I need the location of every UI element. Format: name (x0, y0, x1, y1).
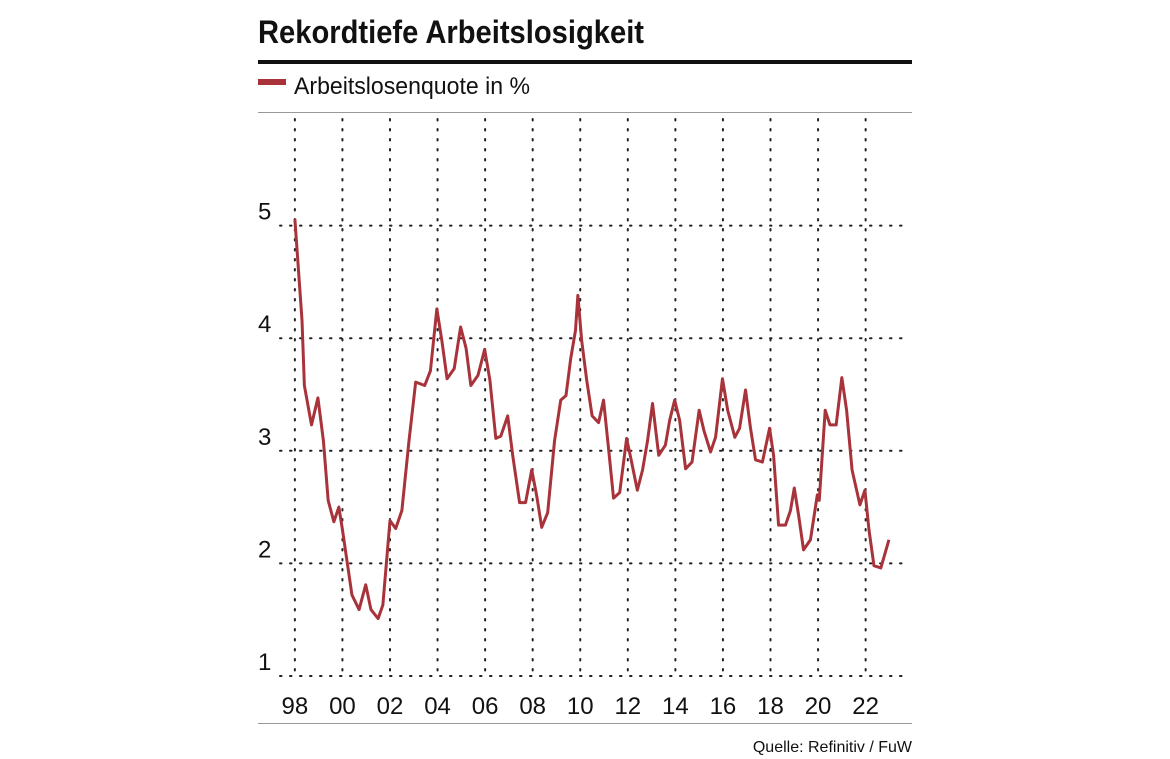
x-tick-label: 22 (852, 693, 879, 720)
x-tick-label: 10 (567, 693, 594, 720)
x-tick-label: 02 (377, 693, 404, 720)
x-tick-label: 14 (662, 693, 689, 720)
x-tick-label: 00 (329, 693, 356, 720)
chart-title: Rekordtiefe Arbeitslosigkeit (258, 14, 644, 50)
x-tick-label: 16 (710, 693, 737, 720)
legend-swatch (258, 79, 286, 85)
title-rule (258, 60, 912, 64)
legend-label: Arbeitslosenquote in % (294, 73, 530, 100)
x-tick-label: 20 (805, 693, 832, 720)
y-tick-label: 3 (258, 424, 271, 451)
x-tick-label: 18 (757, 693, 784, 720)
x-tick-label: 04 (424, 693, 451, 720)
y-tick-label: 4 (258, 311, 271, 338)
x-tick-label: 06 (472, 693, 499, 720)
x-tick-label: 98 (282, 693, 309, 720)
y-tick-label: 5 (258, 199, 271, 226)
data-line (293, 218, 891, 621)
y-tick-label: 2 (258, 536, 271, 563)
source: Quelle: Refinitiv / FuW (753, 739, 913, 756)
x-tick-label: 12 (614, 693, 641, 720)
x-tick-label: 08 (519, 693, 546, 720)
y-tick-label: 1 (258, 649, 271, 676)
